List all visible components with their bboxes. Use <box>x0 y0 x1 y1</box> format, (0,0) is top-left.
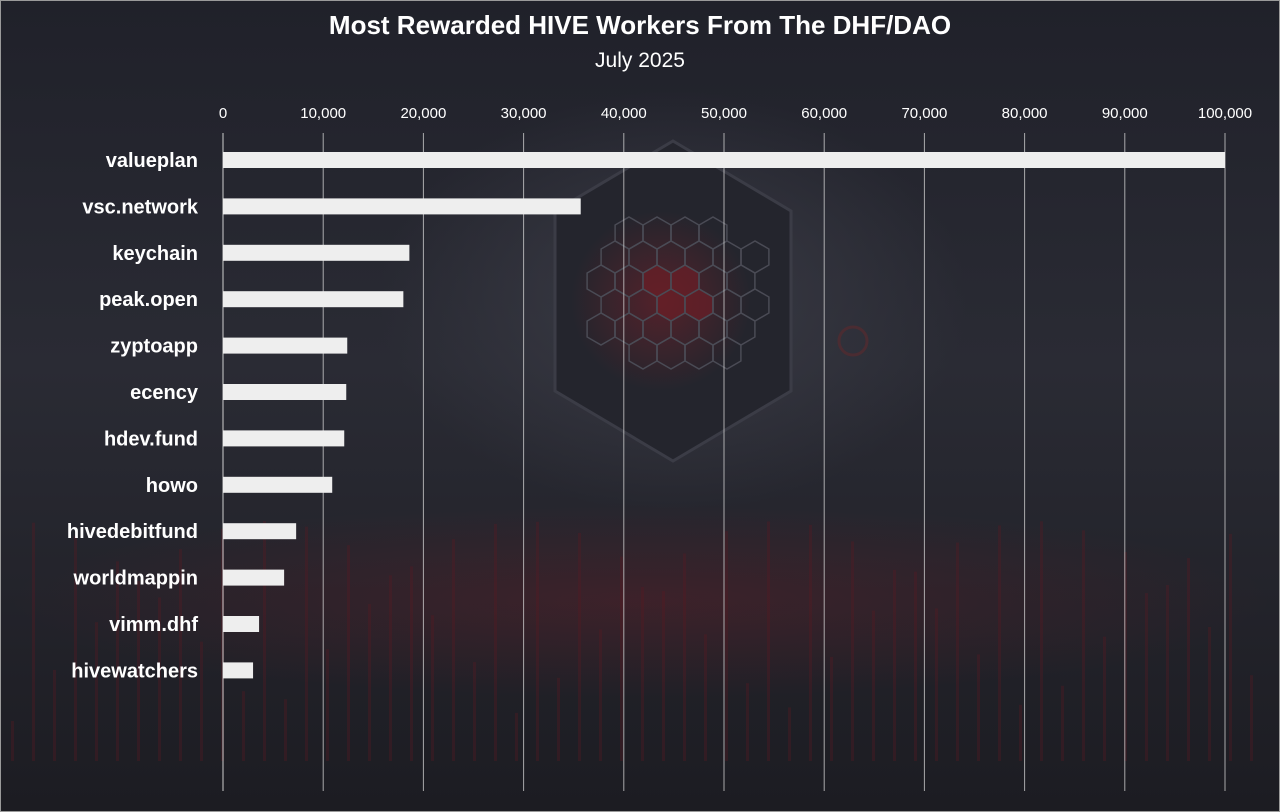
bar-ecency <box>223 384 347 400</box>
x-tick-label: 40,000 <box>601 105 647 122</box>
x-tick-label: 30,000 <box>501 105 547 122</box>
category-label: peak.open <box>99 289 198 311</box>
x-tick-label: 0 <box>219 105 227 122</box>
x-tick-label: 20,000 <box>400 105 446 122</box>
category-label: vimm.dhf <box>109 614 198 636</box>
x-tick-label: 50,000 <box>701 105 747 122</box>
x-axis-ticks: 0 10,000 20,000 30,000 40,000 50,000 60,000 70,… <box>219 105 1252 122</box>
bar-hivewatchers <box>223 662 254 679</box>
bar-worldmappin <box>223 569 285 586</box>
bar-vimm-dhf <box>223 616 260 632</box>
bar-vsc-network <box>223 198 581 215</box>
bar-hivedebitfund <box>223 523 297 540</box>
category-label: hivedebitfund <box>67 521 198 543</box>
bar-valueplan <box>223 152 1225 168</box>
gridlines <box>222 133 1226 791</box>
bars <box>223 152 1225 679</box>
category-label: hivewatchers <box>71 660 198 682</box>
bar-peak-open <box>223 291 404 308</box>
category-label: worldmappin <box>73 568 198 590</box>
category-label: valueplan <box>106 150 198 172</box>
category-label: vsc.network <box>82 196 198 218</box>
x-tick-label: 90,000 <box>1102 105 1148 122</box>
category-label: hdev.fund <box>104 428 198 450</box>
x-tick-label: 10,000 <box>300 105 346 122</box>
category-label: keychain <box>112 243 198 265</box>
category-label: zyptoapp <box>110 336 198 358</box>
category-label: howo <box>146 475 198 497</box>
bar-keychain <box>223 244 410 261</box>
x-tick-label: 70,000 <box>901 105 947 122</box>
bar-hdev-fund <box>223 430 345 447</box>
x-tick-label: 80,000 <box>1002 105 1048 122</box>
category-labels: valueplan vsc.network keychain peak.open zyp… <box>67 150 199 682</box>
chart-subtitle: July 2025 <box>595 49 685 72</box>
category-label: ecency <box>130 382 199 404</box>
x-tick-label: 100,000 <box>1198 105 1252 122</box>
bar-howo <box>223 476 333 493</box>
bar-zyptoapp <box>223 337 348 354</box>
x-tick-label: 60,000 <box>801 105 847 122</box>
chart-title: Most Rewarded HIVE Workers From The DHF/… <box>328 10 952 40</box>
